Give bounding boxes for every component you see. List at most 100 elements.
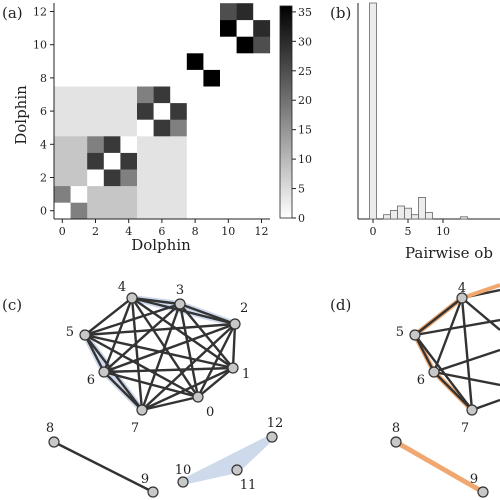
heatmap-cell	[236, 53, 254, 70]
network-node	[177, 476, 189, 488]
heatmap-cell	[186, 53, 204, 70]
network-node-label: 9	[470, 472, 478, 487]
network-edge	[102, 297, 134, 373]
network-node-label: 6	[417, 373, 425, 388]
heatmap-cell	[103, 53, 121, 70]
network-orange-edge	[461, 283, 500, 300]
network-edge	[433, 371, 473, 411]
heatmap-cell	[203, 152, 221, 170]
network-edge	[179, 303, 234, 369]
heatmap-cell	[70, 136, 88, 153]
heatmap-cell	[103, 86, 121, 104]
heatmap-cell	[253, 69, 271, 87]
colorbar-tick-label: 0	[298, 212, 305, 225]
network-node-label: 4	[118, 280, 126, 295]
heatmap-cell	[236, 202, 254, 220]
network-node-label: 9	[141, 472, 149, 487]
heatmap-cell	[103, 152, 121, 170]
heatmap-cell	[186, 136, 204, 153]
heatmap-cell	[153, 36, 171, 54]
heatmap-x-tick-label: 12	[255, 225, 269, 238]
heatmap-cell	[87, 69, 105, 87]
heatmap-cell	[153, 53, 171, 70]
network-edge	[197, 367, 234, 398]
histogram-x-ticks: 0 5 10	[370, 219, 450, 238]
heatmap-cell	[220, 169, 237, 187]
heatmap-cell	[203, 53, 221, 70]
heatmap-cell	[236, 185, 254, 203]
heatmap-cell	[87, 86, 105, 104]
heatmap-cell	[120, 3, 138, 21]
heatmap-cell	[253, 102, 271, 120]
heatmap-cell	[70, 19, 88, 37]
heatmap-cell	[203, 102, 221, 120]
heatmap-cell	[253, 3, 271, 21]
network-node	[126, 292, 138, 304]
heatmap-cell	[236, 169, 254, 187]
heatmap-cell	[120, 19, 138, 37]
network-node-label: 8	[46, 421, 54, 436]
heatmap-cell	[54, 152, 71, 170]
heatmap-cell	[153, 119, 171, 137]
network-edge	[103, 371, 143, 411]
network-edge	[84, 302, 181, 337]
heatmap-cell	[87, 102, 105, 120]
heatmap-cell	[153, 152, 171, 170]
heatmap-cell	[186, 3, 204, 21]
heatmap-cell	[87, 202, 105, 220]
heatmap-cell	[153, 3, 171, 21]
heatmap-cell	[220, 136, 237, 153]
heatmap-cell	[153, 19, 171, 37]
heatmap-x-tick-label: 10	[221, 225, 235, 238]
histogram-bar	[418, 196, 426, 220]
heatmap-y-tick-label: 4	[40, 138, 47, 151]
network-edge	[83, 334, 106, 373]
colorbar-tick-label: 10	[298, 153, 312, 166]
network-edge	[178, 303, 200, 398]
histogram-x-tick-label: 5	[405, 225, 412, 238]
heatmap-cell	[70, 3, 88, 21]
heatmap-cell	[137, 202, 154, 220]
heatmap-cell	[236, 86, 254, 104]
heatmap	[54, 3, 271, 220]
panel-label-d: (d)	[330, 296, 351, 314]
heatmap-cell	[54, 169, 71, 187]
network-node	[231, 464, 243, 476]
heatmap-x-ticks: 0 2 4 6 8 10 12	[59, 219, 269, 238]
heatmap-cell	[103, 102, 121, 120]
network-edge	[84, 297, 133, 336]
heatmap-y-ticks: 0 2 4 6 8 10 12	[33, 6, 54, 218]
heatmap-cell	[236, 3, 254, 21]
heatmap-cell	[87, 185, 105, 203]
heatmap-cell	[203, 169, 221, 187]
network-edge	[103, 322, 236, 374]
heatmap-cell	[153, 169, 171, 187]
heatmap-cell	[170, 136, 188, 153]
heatmap-cell	[54, 119, 71, 137]
heatmap-cell	[103, 3, 121, 21]
network-node-label: 12	[267, 416, 284, 431]
heatmap-cell	[87, 169, 105, 187]
heatmap-cell	[87, 19, 105, 37]
histogram-x-tick-label: 0	[370, 225, 377, 238]
heatmap-cell	[87, 136, 105, 153]
heatmap-cell	[253, 202, 271, 220]
network-edge	[461, 297, 500, 331]
heatmap-cell	[137, 3, 154, 21]
histogram-bar	[397, 205, 405, 220]
colorbar	[279, 5, 293, 219]
network-node	[266, 431, 278, 443]
network-node	[48, 436, 60, 448]
network-node-label: 7	[461, 421, 469, 436]
network-node	[79, 329, 91, 341]
network-edge	[141, 323, 236, 411]
heatmap-cell	[170, 169, 188, 187]
network-node-label: 5	[396, 325, 404, 340]
heatmap-cell	[170, 53, 188, 70]
heatmap-cell	[186, 119, 204, 137]
network-node	[98, 366, 110, 378]
panel-label-b: (b)	[330, 4, 351, 22]
colorbar-tick-label: 15	[298, 124, 312, 137]
network-node-label: 5	[66, 325, 74, 340]
heatmap-cell	[170, 36, 188, 54]
